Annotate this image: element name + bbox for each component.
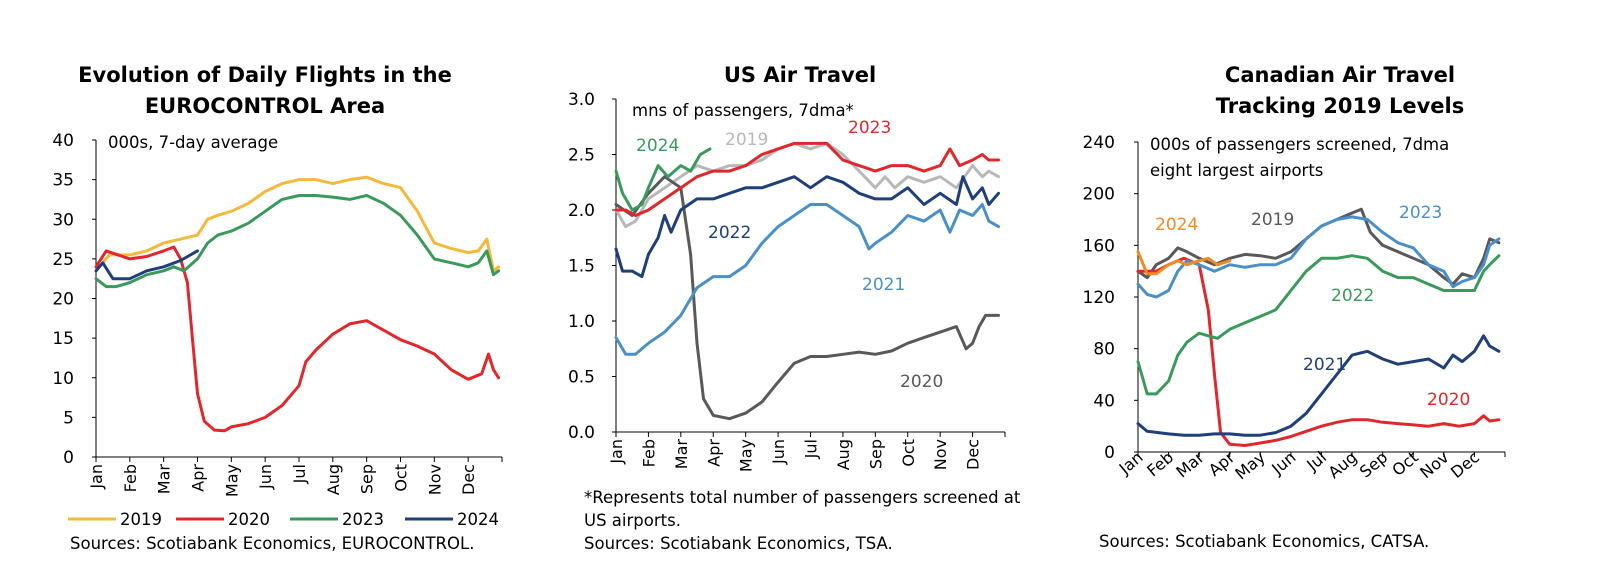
x-tick-label: Jan bbox=[87, 464, 106, 490]
series-label-2020: 2020 bbox=[1427, 390, 1470, 410]
x-tick-label: Sep bbox=[1356, 448, 1391, 482]
y-tick-label: 15 bbox=[52, 329, 74, 349]
y-tick-label: 2.5 bbox=[568, 146, 595, 166]
y-tick-label: 20 bbox=[52, 290, 74, 310]
chart-panel-us-air-travel: US Air Travel 0.0 0.5 1.0 1.5 2.0 2.5 3.0 Jan Fe… bbox=[540, 0, 1060, 585]
y-tick-label: 0 bbox=[1104, 443, 1115, 463]
series-line-2021 bbox=[1136, 334, 1501, 437]
x-tick-label: Nov bbox=[931, 439, 950, 470]
chart-title: Evolution of Daily Flights in the EUROCO… bbox=[78, 63, 452, 118]
x-tick-label: Dec bbox=[459, 464, 478, 495]
chart-source: Sources: Scotiabank Economics, CATSA. bbox=[1099, 532, 1430, 551]
x-tick-label: Dec bbox=[1447, 448, 1483, 482]
chart-panel-eurocontrol: Evolution of Daily Flights in the EUROCO… bbox=[0, 0, 530, 585]
x-tick-label: May bbox=[1231, 448, 1269, 484]
series-label-2024: 2024 bbox=[636, 136, 679, 156]
y-tick-label: 1.5 bbox=[568, 257, 595, 277]
series-label-2023: 2023 bbox=[1399, 203, 1442, 223]
x-tick-label: Jul bbox=[802, 439, 821, 459]
y-tick-label: 200 bbox=[1083, 185, 1115, 205]
y-tick-label: 1.0 bbox=[568, 312, 595, 332]
series-line-2020 bbox=[1136, 256, 1501, 447]
chart-source: Sources: Scotiabank Economics, EUROCONTR… bbox=[70, 534, 475, 553]
y-tick-label: 40 bbox=[52, 131, 74, 151]
x-tick-label: Aug bbox=[1325, 448, 1361, 483]
chart-title: Canadian Air Travel Tracking 2019 Levels bbox=[1215, 63, 1465, 118]
y-tick-label: 0.0 bbox=[568, 423, 595, 443]
x-tick-label: Oct bbox=[899, 439, 918, 467]
chart-title: US Air Travel bbox=[723, 63, 877, 87]
x-tick-label: Aug bbox=[834, 439, 853, 470]
series-line-2022 bbox=[1136, 254, 1501, 396]
series-line-2022 bbox=[614, 175, 1000, 279]
x-tick-label: Jul bbox=[290, 464, 309, 484]
unit-label-secondary: eight largest airports bbox=[1150, 161, 1323, 180]
x-tick-label: Jun bbox=[256, 464, 275, 490]
unit-label: 000s, 7-day average bbox=[108, 133, 278, 152]
chart-source: Sources: Scotiabank Economics, TSA. bbox=[584, 534, 893, 553]
x-tick-label: Jan bbox=[607, 439, 626, 465]
x-tick-label: Sep bbox=[866, 439, 885, 469]
chart-us-air-travel: 0.0 0.5 1.0 1.5 2.0 2.5 3.0 Jan Feb Mar Apr May Jun J… bbox=[568, 90, 1006, 472]
x-tick-label: Aug bbox=[324, 464, 343, 495]
series-line-2020 bbox=[94, 245, 501, 433]
y-tick-label: 2.0 bbox=[568, 201, 595, 221]
x-tick-label: Apr bbox=[189, 464, 208, 492]
series-label-2022: 2022 bbox=[1331, 286, 1374, 306]
legend-label-2020: 2020 bbox=[228, 510, 270, 529]
chart-panel-canadian-air-travel: Canadian Air Travel Tracking 2019 Levels… bbox=[1075, 0, 1600, 585]
y-tick-label: 120 bbox=[1083, 288, 1115, 308]
y-tick-label: 35 bbox=[52, 171, 74, 191]
series-label-2019: 2019 bbox=[1251, 210, 1294, 230]
series-line-2019 bbox=[94, 175, 501, 273]
x-tick-label: Feb bbox=[121, 464, 140, 492]
series-label-2023: 2023 bbox=[848, 118, 891, 138]
x-tick-label: Nov bbox=[425, 464, 444, 495]
y-tick-label: 0.5 bbox=[568, 368, 595, 388]
y-tick-label: 5 bbox=[63, 408, 74, 428]
series-label-2024: 2024 bbox=[1155, 215, 1198, 235]
chart-footnote: *Represents total number of passengers s… bbox=[584, 488, 1021, 530]
series-line-2024 bbox=[614, 147, 712, 212]
y-tick-label: 3.0 bbox=[568, 90, 595, 110]
y-tick-label: 80 bbox=[1093, 340, 1115, 360]
x-tick-label: Mar bbox=[155, 464, 174, 495]
x-tick-label: Oct bbox=[392, 464, 411, 492]
y-tick-label: 40 bbox=[1093, 391, 1115, 411]
unit-label: 000s of passengers screened, 7dma bbox=[1150, 135, 1449, 154]
x-tick-label: Nov bbox=[1416, 448, 1452, 483]
legend-label-2023: 2023 bbox=[342, 510, 384, 529]
y-tick-label: 25 bbox=[52, 250, 74, 270]
series-line-2024 bbox=[1136, 250, 1232, 276]
series-label-2021: 2021 bbox=[1303, 355, 1346, 375]
x-tick-label: Jun bbox=[769, 439, 788, 465]
series-label-2019: 2019 bbox=[725, 130, 768, 150]
series-label-2020: 2020 bbox=[900, 372, 943, 392]
y-tick-label: 160 bbox=[1083, 236, 1115, 256]
series-line-2023 bbox=[614, 141, 1000, 217]
legend-label-2019: 2019 bbox=[120, 510, 162, 529]
series-label-2021: 2021 bbox=[862, 275, 905, 295]
x-tick-label: Feb bbox=[639, 439, 658, 467]
series-line-2021 bbox=[614, 203, 1000, 356]
x-tick-label: Apr bbox=[704, 439, 723, 467]
y-tick-label: 10 bbox=[52, 369, 74, 389]
series-line-2020 bbox=[614, 175, 1000, 421]
series-label-2022: 2022 bbox=[708, 223, 751, 243]
x-tick-label: Sep bbox=[358, 464, 377, 494]
unit-label: mns of passengers, 7dma* bbox=[632, 101, 854, 120]
legend-label-2024: 2024 bbox=[457, 510, 499, 529]
x-tick-label: May bbox=[737, 439, 756, 472]
series-line-2023 bbox=[94, 194, 501, 289]
x-tick-label: May bbox=[222, 464, 241, 497]
x-tick-label: Mar bbox=[672, 439, 691, 470]
series-line-2024 bbox=[94, 249, 199, 281]
chart-eurocontrol: 0 5 10 15 20 25 30 35 40 Jan Feb Mar Apr May Jun Jul Aug… bbox=[52, 131, 503, 529]
y-tick-label: 0 bbox=[63, 448, 74, 468]
y-tick-label: 30 bbox=[52, 210, 74, 230]
x-tick-label: Dec bbox=[964, 439, 983, 470]
y-tick-label: 240 bbox=[1083, 133, 1115, 153]
